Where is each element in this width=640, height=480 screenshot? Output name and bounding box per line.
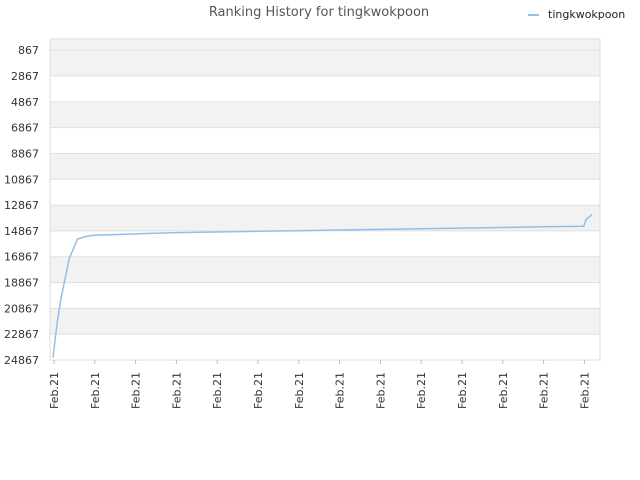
series-group <box>52 214 593 358</box>
plot-band <box>50 308 600 335</box>
plot-bands <box>50 39 600 335</box>
y-tick-label: 22867 <box>4 328 39 341</box>
x-tick-label: Feb.21 <box>578 372 591 409</box>
plot-band <box>50 153 600 180</box>
chart-title: Ranking History for tingkwokpoon <box>209 5 429 20</box>
x-tick-label: Feb.21 <box>293 372 306 409</box>
plot-band <box>50 256 600 283</box>
y-tick-label: 6867 <box>11 122 39 135</box>
x-tick-label: Feb.21 <box>211 372 224 409</box>
x-tick-label: Feb.21 <box>130 372 143 409</box>
y-tick-label: 24867 <box>4 354 39 367</box>
y-tick-label: 12867 <box>4 199 39 212</box>
x-tick-label: Feb.21 <box>252 372 265 409</box>
y-tick-label: 10867 <box>4 173 39 186</box>
y-tick-label: 20867 <box>4 302 39 315</box>
x-tick-label: Feb.21 <box>456 372 469 409</box>
x-tick-label: Feb.21 <box>89 372 102 409</box>
plot-band <box>50 50 600 77</box>
x-tick-label: Feb.21 <box>334 372 347 409</box>
y-tick-label: 867 <box>18 44 39 57</box>
x-tick-label: Feb.21 <box>497 372 510 409</box>
x-tick-label: Feb.21 <box>48 372 61 409</box>
y-tick-label: 8867 <box>11 147 39 160</box>
series-line-tingkwokpoon <box>52 214 593 358</box>
y-tick-label: 14867 <box>4 225 39 238</box>
plot-band <box>50 205 600 231</box>
x-tick-label: Feb.21 <box>415 372 428 409</box>
legend-label: tingkwokpoon <box>548 8 625 21</box>
x-tick-label: Feb.21 <box>538 372 551 409</box>
x-axis: Feb.21 Feb.21 Feb.21 Feb.21 Feb.21 Feb.21 Feb.… <box>48 360 591 409</box>
y-axis: 867 2867 4867 6867 8867 10867 12867 14867 16867 1… <box>4 44 39 367</box>
y-tick-label: 16867 <box>4 251 39 264</box>
plot-area-border <box>49 38 601 361</box>
legend: tingkwokpoon <box>528 8 625 21</box>
plot-band <box>50 101 600 128</box>
x-tick-label: Feb.21 <box>170 372 183 409</box>
x-tick-label: Feb.21 <box>374 372 387 409</box>
y-tick-label: 18867 <box>4 277 39 290</box>
plot-band <box>50 39 600 51</box>
y-tick-label: 4867 <box>11 96 39 109</box>
y-tick-label: 2867 <box>11 70 39 83</box>
